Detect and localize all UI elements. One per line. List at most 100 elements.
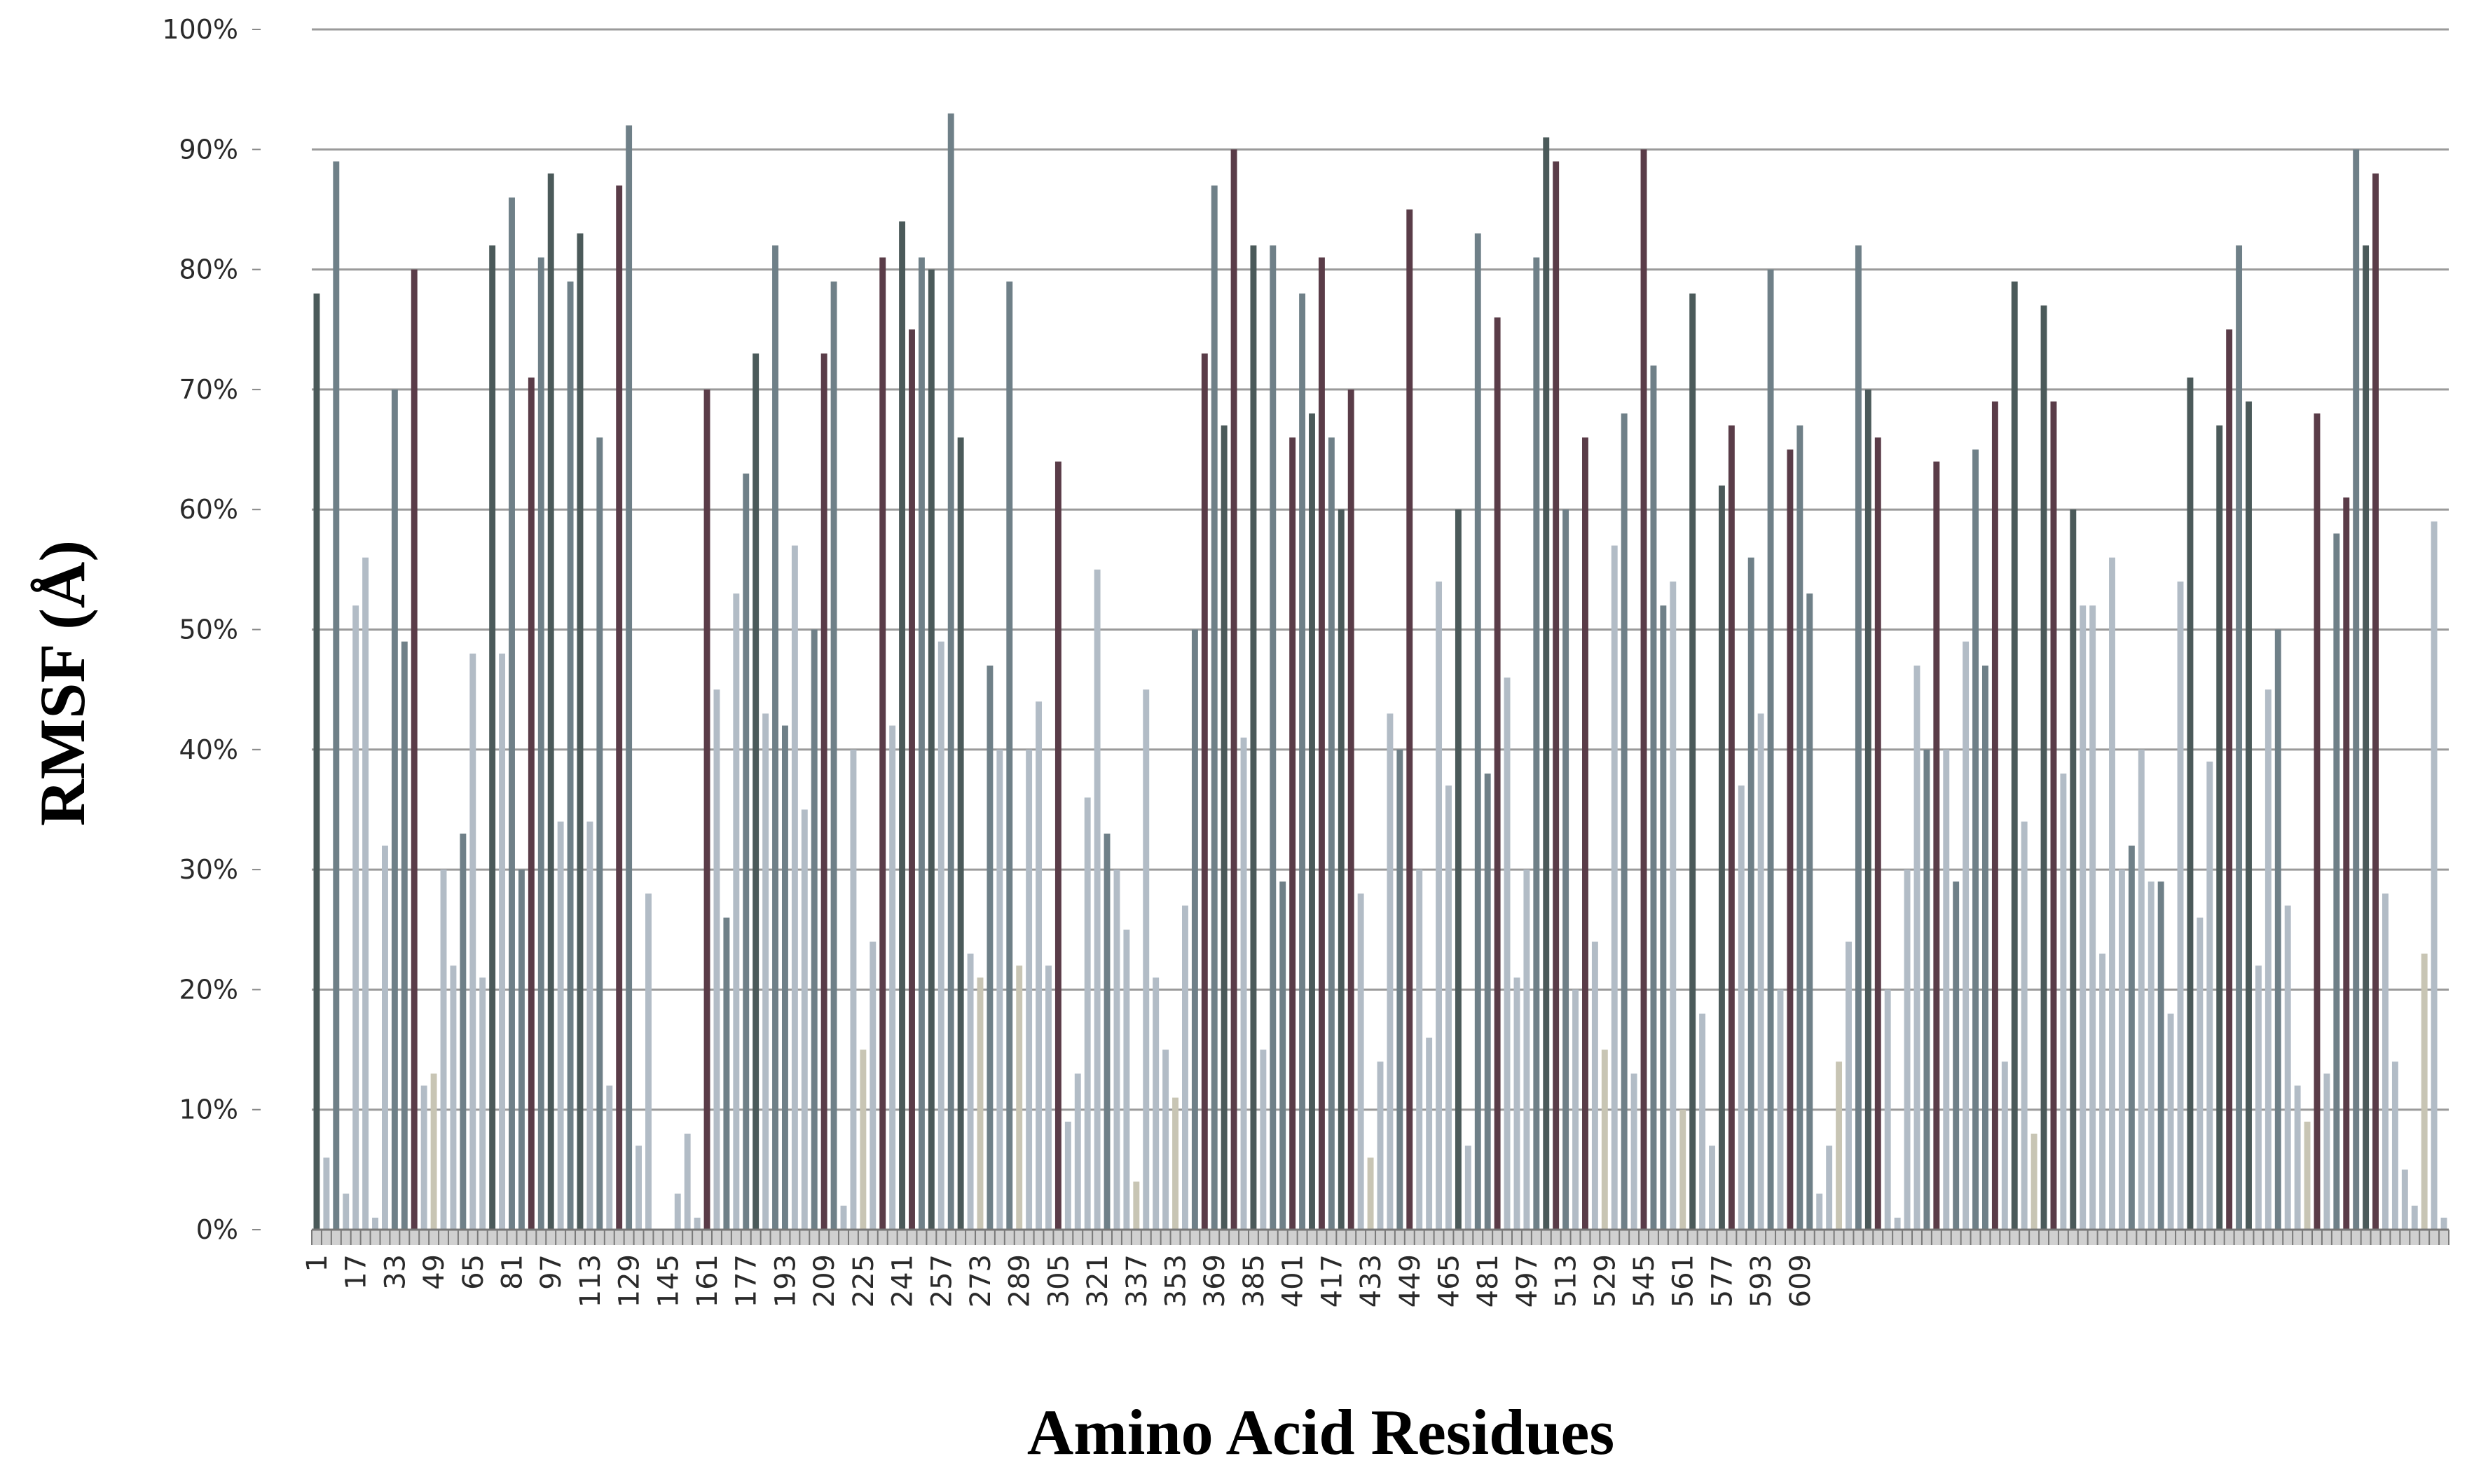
x-tick-label: 545 xyxy=(1628,1254,1661,1307)
bar xyxy=(1553,161,1560,1230)
y-tick-label: 20% xyxy=(179,974,238,1005)
bar xyxy=(333,161,340,1230)
x-tick-label: 481 xyxy=(1472,1254,1504,1307)
bar xyxy=(1523,870,1530,1230)
bar xyxy=(1953,881,1960,1230)
bar xyxy=(1787,449,1794,1230)
bar xyxy=(1387,713,1394,1230)
bar xyxy=(313,293,320,1230)
bar xyxy=(860,1050,867,1230)
x-tick-label: 561 xyxy=(1668,1254,1700,1307)
bar xyxy=(801,809,808,1230)
bar xyxy=(1318,257,1325,1230)
bar xyxy=(928,269,935,1230)
bar xyxy=(1826,1146,1833,1230)
bar xyxy=(2001,1062,2008,1230)
x-tick-label: 385 xyxy=(1238,1254,1270,1307)
bar xyxy=(469,653,476,1230)
bar xyxy=(1943,749,1950,1230)
bar xyxy=(645,893,652,1230)
x-tick-labels: 1 17 33 49 65 81 97 113 129 145 161 177 193 209 225 241… xyxy=(301,1254,1817,1307)
bar xyxy=(2304,1121,2311,1230)
x-tick-label: 17 xyxy=(341,1254,373,1290)
bar xyxy=(2440,1217,2447,1230)
bar xyxy=(1250,245,1257,1230)
bar xyxy=(1074,1073,1081,1230)
bar xyxy=(703,389,710,1230)
bar xyxy=(401,641,408,1230)
x-tick-label: 289 xyxy=(1004,1254,1036,1307)
bar xyxy=(1230,149,1237,1230)
bar xyxy=(2206,761,2213,1230)
bar xyxy=(1279,881,1286,1230)
bar xyxy=(1094,569,1101,1230)
bar xyxy=(723,917,730,1230)
bar xyxy=(1191,629,1198,1230)
bar xyxy=(996,749,1003,1230)
bar xyxy=(1416,870,1423,1230)
bar xyxy=(2333,533,2340,1230)
bar xyxy=(1054,461,1061,1230)
x-tick-label: 97 xyxy=(535,1254,568,1290)
bar xyxy=(1484,774,1491,1230)
bar xyxy=(1777,989,1784,1230)
bar xyxy=(1884,989,1891,1230)
bar xyxy=(1982,665,1988,1230)
bar xyxy=(372,1217,378,1230)
bar xyxy=(1289,437,1296,1230)
bar xyxy=(1670,581,1677,1230)
x-tick-label: 65 xyxy=(458,1254,490,1290)
x-tick-label: 513 xyxy=(1551,1254,1583,1307)
x-tick-label: 369 xyxy=(1199,1254,1231,1307)
bar xyxy=(430,1073,437,1230)
bar xyxy=(1650,365,1657,1230)
bar xyxy=(2060,774,2067,1230)
bar xyxy=(450,966,457,1230)
bar xyxy=(694,1217,701,1230)
bar xyxy=(1630,1073,1637,1230)
x-tick-label: 145 xyxy=(652,1254,685,1307)
bar xyxy=(1660,605,1667,1230)
bar xyxy=(1436,581,1443,1230)
bar xyxy=(382,845,388,1230)
bar xyxy=(1728,425,1735,1230)
bar xyxy=(606,1085,613,1230)
bar xyxy=(2177,581,2184,1230)
x-tick-label: 353 xyxy=(1160,1254,1193,1307)
bar xyxy=(2109,557,2115,1230)
y-tick-label: 70% xyxy=(179,374,238,405)
bar xyxy=(1894,1217,1901,1230)
bar xyxy=(1406,209,1413,1230)
bar xyxy=(1689,293,1696,1230)
bar xyxy=(411,269,418,1230)
x-tick-label: 593 xyxy=(1745,1254,1778,1307)
bar xyxy=(2246,401,2252,1230)
y-tick-label: 90% xyxy=(179,134,238,165)
bar xyxy=(2021,821,2028,1230)
bar xyxy=(2147,881,2155,1230)
bar xyxy=(1426,1037,1433,1230)
bar xyxy=(967,954,974,1230)
bar xyxy=(1026,749,1033,1230)
bar xyxy=(791,545,798,1230)
bar xyxy=(537,257,544,1230)
bar xyxy=(918,257,925,1230)
bar xyxy=(1357,893,1364,1230)
x-tick-label: 209 xyxy=(809,1254,841,1307)
bar xyxy=(557,821,564,1230)
bar xyxy=(1036,701,1043,1230)
bar xyxy=(2030,1133,2037,1230)
bar xyxy=(1904,870,1911,1230)
bar xyxy=(1640,149,1647,1230)
bar xyxy=(2011,281,2018,1230)
bar xyxy=(2255,966,2262,1230)
y-tick-label: 60% xyxy=(179,494,238,525)
bar xyxy=(1679,1109,1686,1230)
bar xyxy=(2353,149,2360,1230)
x-tick-label: 257 xyxy=(926,1254,958,1307)
bar xyxy=(509,197,515,1230)
bar xyxy=(1172,1097,1178,1230)
bar xyxy=(957,437,964,1230)
bar xyxy=(2216,425,2223,1230)
bar xyxy=(1445,785,1452,1230)
